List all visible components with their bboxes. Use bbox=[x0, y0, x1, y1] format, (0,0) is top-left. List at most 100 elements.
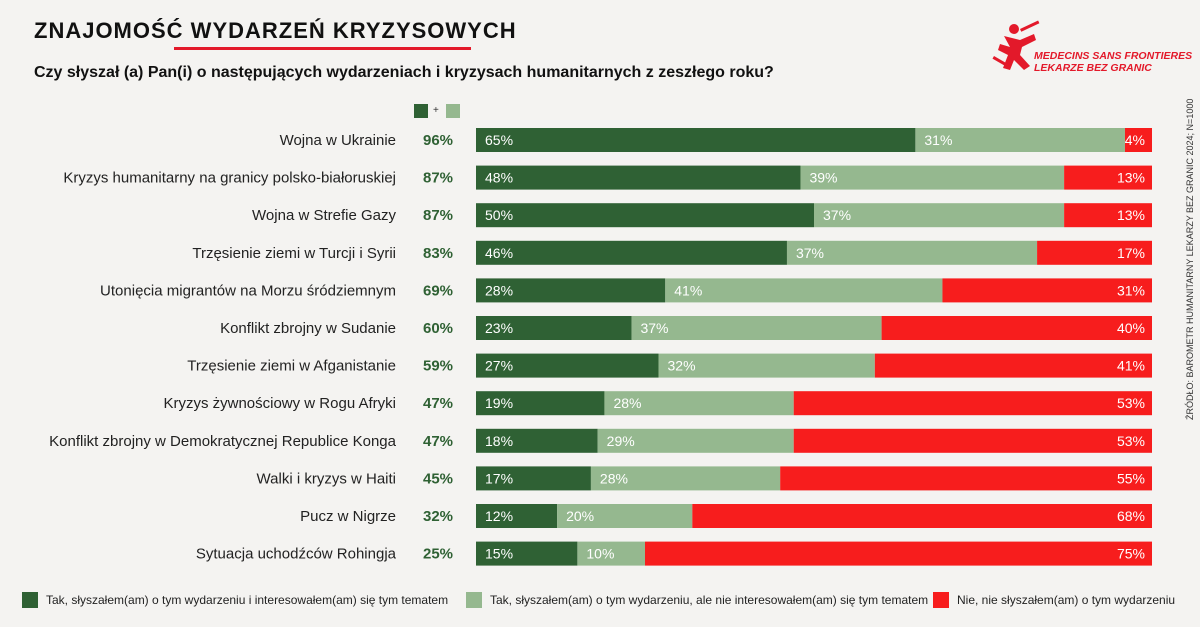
bar-segment bbox=[476, 391, 605, 416]
bar-segment bbox=[476, 541, 578, 566]
bar-segment bbox=[476, 278, 666, 303]
total-label: 59% bbox=[423, 358, 453, 375]
stacked-bar-chart: Wojna w Ukrainie 96% 65% 31% 4% Kryzys humani… bbox=[49, 128, 1152, 566]
bar-value-label: 17% bbox=[485, 470, 513, 486]
total-label: 32% bbox=[423, 508, 453, 525]
bar-segment bbox=[1037, 240, 1152, 265]
bar-segment bbox=[476, 203, 814, 228]
legend-label-light: Tak, słyszałem(am) o tym wydarzeniu, ale… bbox=[490, 593, 929, 607]
bar-segment bbox=[793, 428, 1152, 453]
bar-segment bbox=[476, 428, 598, 453]
sum-legend-dark-swatch bbox=[414, 104, 428, 118]
bar-segment bbox=[476, 316, 632, 340]
logo-line-2: LEKARZE BEZ GRANIC bbox=[1034, 62, 1152, 74]
bar-segment bbox=[557, 504, 693, 528]
sum-legend-light-swatch bbox=[446, 104, 460, 118]
bar-segment bbox=[692, 504, 1152, 528]
bar-segment bbox=[658, 353, 875, 378]
category-label: Trzęsienie ziemi w Turcji i Syrii bbox=[192, 245, 396, 262]
bar-value-label: 10% bbox=[586, 546, 614, 562]
bar-segment bbox=[793, 391, 1152, 416]
total-label: 45% bbox=[423, 470, 453, 487]
bar-value-label: 18% bbox=[485, 433, 513, 449]
category-label: Kryzys humanitarny na granicy polsko-bia… bbox=[63, 170, 396, 187]
legend-swatch-light bbox=[466, 592, 482, 608]
bar-segment bbox=[814, 203, 1065, 228]
bar-segment bbox=[590, 466, 781, 491]
bar-segment bbox=[476, 240, 787, 265]
bar-segment bbox=[1064, 203, 1152, 228]
legend-label-red: Nie, nie słyszałem(am) o tym wydarzeniu bbox=[957, 593, 1176, 607]
bar-value-label: 28% bbox=[485, 282, 513, 298]
bar-value-label: 40% bbox=[1117, 320, 1145, 336]
bar-segment bbox=[665, 278, 943, 303]
sum-legend-plus: + bbox=[433, 105, 439, 116]
category-label: Kryzys żywnościowy w Rogu Afryki bbox=[163, 395, 396, 412]
bar-value-label: 68% bbox=[1117, 508, 1145, 524]
bar-value-label: 32% bbox=[668, 358, 696, 374]
bar-value-label: 19% bbox=[485, 395, 513, 411]
category-label: Konflikt zbrojny w Demokratycznej Republ… bbox=[49, 433, 396, 450]
total-label: 25% bbox=[423, 546, 453, 563]
legend-label-dark: Tak, słyszałem(am) o tym wydarzeniu i in… bbox=[46, 593, 449, 607]
category-label: Konflikt zbrojny w Sudanie bbox=[220, 320, 396, 337]
bar-segment bbox=[1124, 128, 1152, 152]
total-label: 69% bbox=[423, 282, 453, 299]
bar-value-label: 20% bbox=[566, 508, 594, 524]
bar-segment bbox=[874, 353, 1152, 378]
category-label: Sytuacja uchodźców Rohingja bbox=[196, 546, 397, 563]
bar-value-label: 53% bbox=[1117, 433, 1145, 449]
bar-value-label: 37% bbox=[640, 320, 668, 336]
bar-value-label: 23% bbox=[485, 320, 513, 336]
total-label: 87% bbox=[423, 207, 453, 224]
bar-segment bbox=[476, 466, 591, 491]
total-label: 96% bbox=[423, 132, 453, 149]
logo-text: MEDECINS SANS FRONTIERES LEKARZE BEZ GRA… bbox=[1034, 50, 1192, 74]
bar-segment bbox=[604, 391, 794, 416]
bar-segment bbox=[476, 504, 558, 528]
legend-swatch-dark bbox=[22, 592, 38, 608]
bar-segment bbox=[631, 316, 882, 340]
bar-segment bbox=[1064, 165, 1152, 190]
bar-value-label: 13% bbox=[1117, 207, 1145, 223]
bar-segment bbox=[881, 316, 1152, 340]
bar-value-label: 17% bbox=[1117, 245, 1145, 261]
bar-segment bbox=[915, 128, 1125, 152]
bar-value-label: 37% bbox=[796, 245, 824, 261]
source-note: ŹRÓDŁO: BAROMETR HUMANITARNY LEKARZY BEZ… bbox=[1185, 98, 1195, 420]
category-label: Wojna w Strefie Gazy bbox=[252, 207, 396, 224]
legend-swatch-red bbox=[933, 592, 949, 608]
category-label: Pucz w Nigrze bbox=[300, 508, 396, 525]
bar-value-label: 41% bbox=[1117, 358, 1145, 374]
bar-value-label: 65% bbox=[485, 132, 513, 148]
bar-segment bbox=[780, 466, 1152, 491]
bar-value-label: 31% bbox=[924, 132, 952, 148]
bar-value-label: 28% bbox=[600, 470, 628, 486]
total-label: 83% bbox=[423, 245, 453, 262]
bar-value-label: 4% bbox=[1125, 132, 1145, 148]
msf-runner-icon bbox=[992, 20, 1040, 70]
total-label: 87% bbox=[423, 170, 453, 187]
bar-value-label: 12% bbox=[485, 508, 513, 524]
bar-value-label: 13% bbox=[1117, 170, 1145, 186]
logo-line-1: MEDECINS SANS FRONTIERES bbox=[1034, 50, 1193, 62]
bar-value-label: 48% bbox=[485, 170, 513, 186]
bar-segment bbox=[476, 165, 801, 190]
bar-value-label: 50% bbox=[485, 207, 513, 223]
chart-question: Czy słyszał (a) Pan(i) o następujących w… bbox=[34, 64, 774, 81]
bar-value-label: 39% bbox=[809, 170, 837, 186]
bar-segment bbox=[800, 165, 1065, 190]
chart-title: ZNAJOMOŚĆ WYDARZEŃ KRYZYSOWYCH bbox=[34, 18, 517, 43]
bar-segment bbox=[942, 278, 1152, 303]
bar-value-label: 53% bbox=[1117, 395, 1145, 411]
bar-value-label: 28% bbox=[613, 395, 641, 411]
bar-segment bbox=[645, 541, 1152, 566]
category-label: Utonięcia migrantów na Morzu śródziemnym bbox=[100, 282, 396, 299]
title-underline bbox=[174, 47, 471, 50]
bar-value-label: 75% bbox=[1117, 546, 1145, 562]
bar-segment bbox=[577, 541, 645, 566]
category-label: Trzęsienie ziemi w Afganistanie bbox=[187, 358, 396, 375]
bar-value-label: 15% bbox=[485, 546, 513, 562]
category-label: Walki i kryzys w Haiti bbox=[257, 470, 396, 487]
total-label: 60% bbox=[423, 320, 453, 337]
